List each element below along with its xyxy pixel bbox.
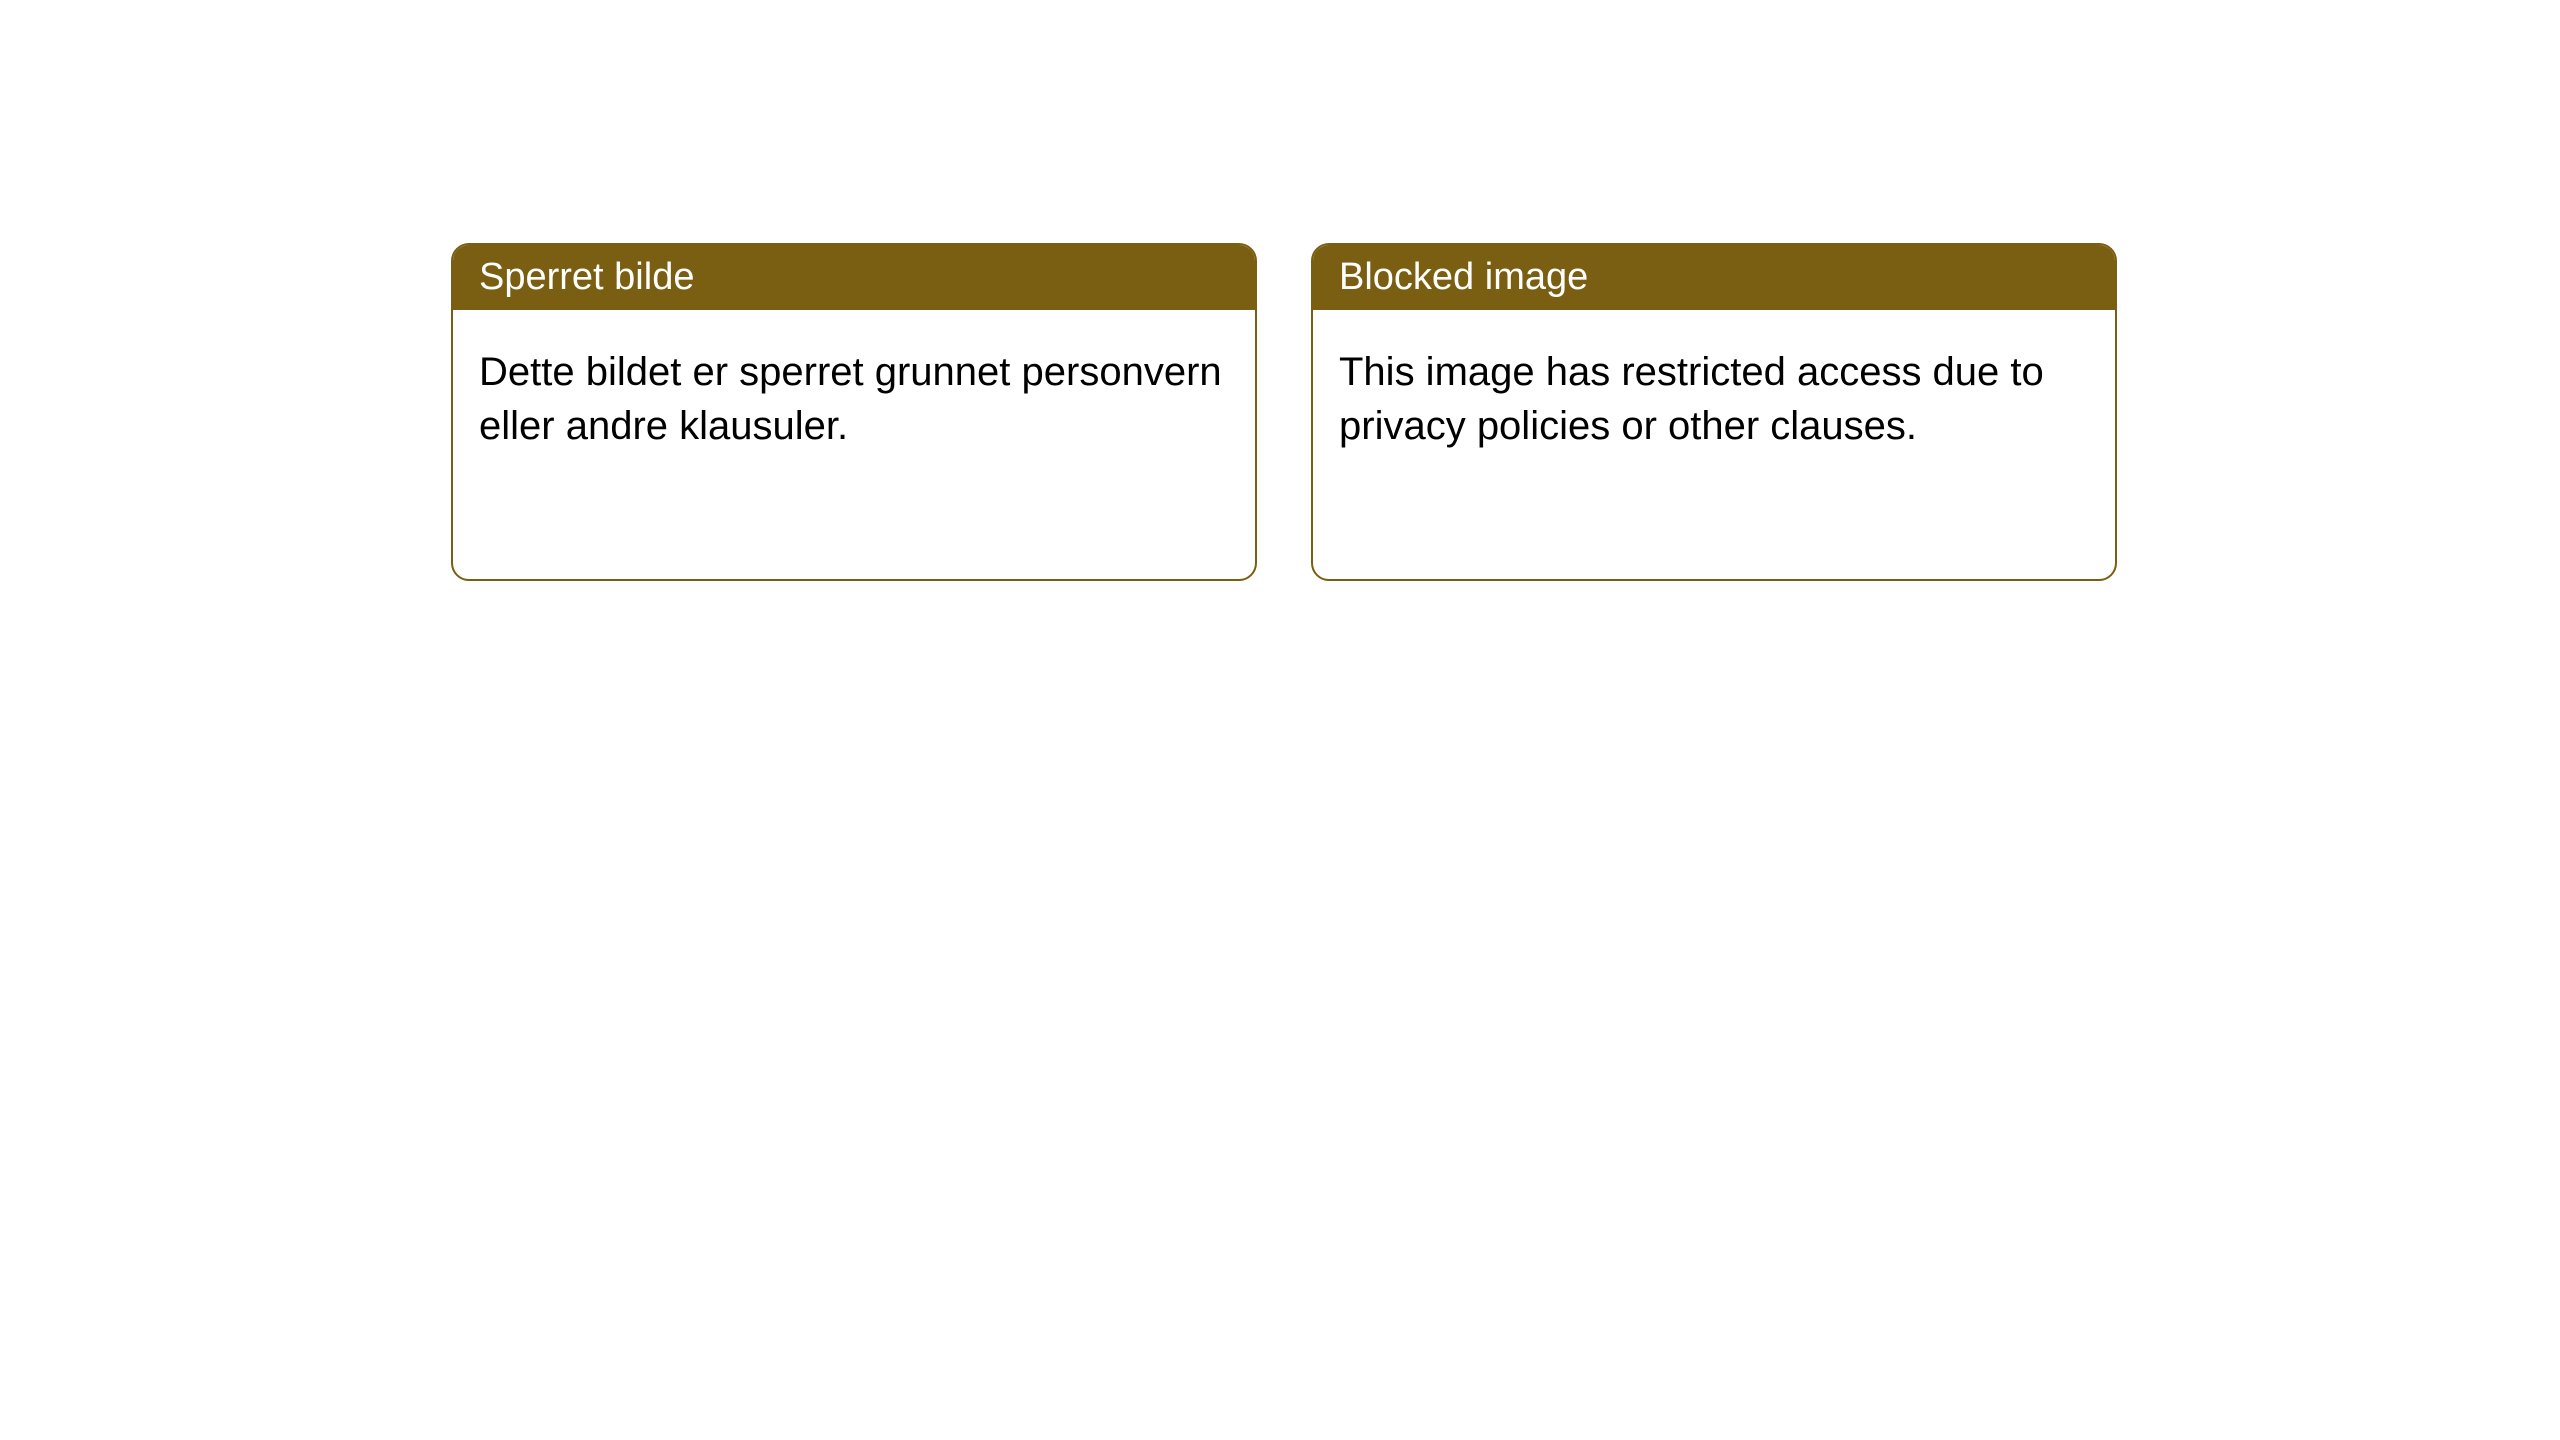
card-header-norwegian: Sperret bilde <box>453 245 1255 310</box>
card-title-norwegian: Sperret bilde <box>479 256 694 298</box>
card-english: Blocked image This image has restricted … <box>1311 243 2117 581</box>
card-title-english: Blocked image <box>1339 256 1588 298</box>
card-body-norwegian: Dette bildet er sperret grunnet personve… <box>453 310 1255 489</box>
card-text-english: This image has restricted access due to … <box>1339 350 2044 448</box>
cards-container: Sperret bilde Dette bildet er sperret gr… <box>451 243 2117 581</box>
card-header-english: Blocked image <box>1313 245 2115 310</box>
card-norwegian: Sperret bilde Dette bildet er sperret gr… <box>451 243 1257 581</box>
card-text-norwegian: Dette bildet er sperret grunnet personve… <box>479 350 1222 448</box>
card-body-english: This image has restricted access due to … <box>1313 310 2115 489</box>
